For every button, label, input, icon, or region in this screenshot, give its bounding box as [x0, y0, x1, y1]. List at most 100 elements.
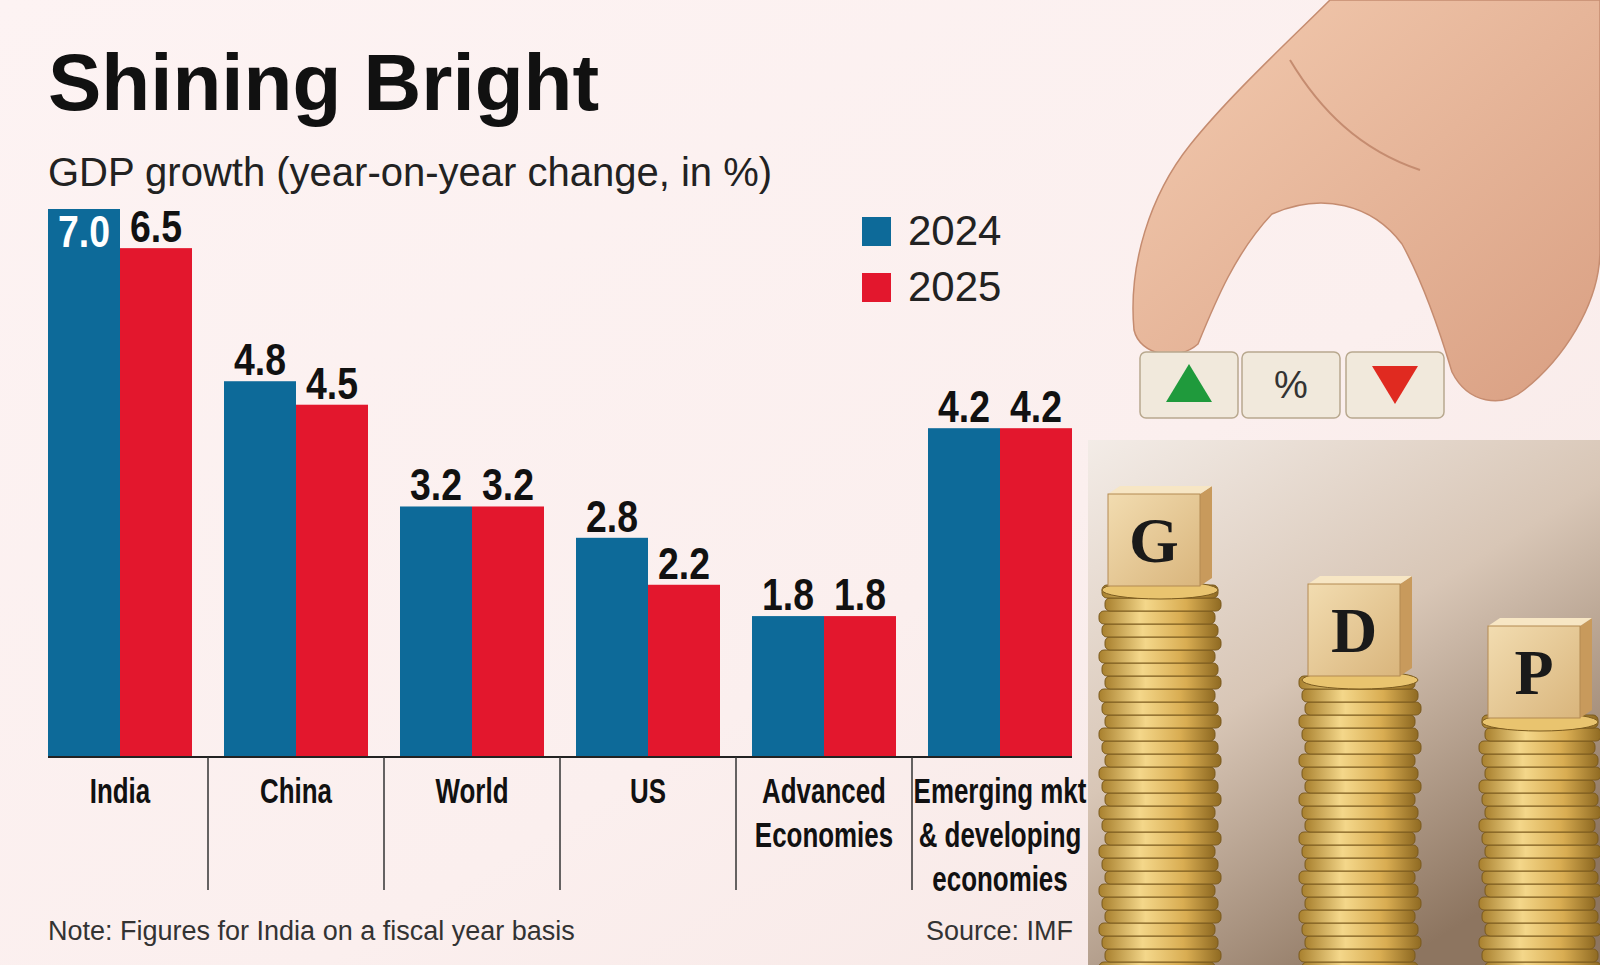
coin — [1302, 689, 1418, 702]
category-label-line: & developing — [919, 815, 1082, 855]
legend-swatch — [862, 217, 891, 246]
coin — [1105, 637, 1221, 650]
coin — [1305, 819, 1421, 832]
block-top — [1488, 618, 1592, 626]
coin — [1099, 650, 1215, 663]
coin — [1482, 949, 1598, 962]
bar — [224, 381, 296, 757]
dice-cube — [1140, 352, 1238, 418]
hand-crease — [1290, 60, 1420, 170]
letter-block — [1108, 494, 1200, 586]
block-top — [1308, 576, 1412, 584]
legend-label: 2024 — [908, 207, 1001, 254]
category-label: US — [630, 771, 666, 811]
coin — [1485, 884, 1600, 897]
category-separator — [911, 757, 913, 890]
coin — [1105, 676, 1221, 689]
coin — [1299, 910, 1415, 923]
bar — [120, 248, 192, 757]
coin — [1299, 871, 1415, 884]
coin — [1485, 845, 1600, 858]
coin — [1099, 845, 1215, 858]
category-label-line: World — [436, 771, 509, 811]
coin — [1102, 819, 1218, 832]
coin — [1102, 702, 1218, 715]
coin — [1102, 624, 1218, 637]
coin — [1479, 936, 1595, 949]
coin — [1482, 754, 1598, 767]
coin — [1102, 858, 1218, 871]
dice-cube: % — [1242, 352, 1340, 418]
data-label: 2.8 — [586, 492, 638, 542]
coin — [1099, 689, 1215, 702]
coin — [1479, 897, 1595, 910]
coin — [1302, 923, 1418, 936]
coin-stack: G — [1099, 486, 1221, 965]
coin — [1485, 767, 1600, 780]
coin — [1305, 780, 1421, 793]
legend-swatch — [862, 273, 891, 302]
coin — [1302, 884, 1418, 897]
category-label: India — [90, 771, 151, 811]
coin — [1479, 858, 1595, 871]
data-label: 6.5 — [130, 202, 182, 252]
coin — [1099, 767, 1215, 780]
coin — [1102, 936, 1218, 949]
bar — [296, 405, 368, 757]
coin — [1302, 806, 1418, 819]
category-label-line: Economies — [755, 815, 893, 855]
coin — [1099, 728, 1215, 741]
data-label: 4.2 — [1010, 382, 1062, 432]
block-letter: G — [1129, 505, 1179, 576]
coin — [1105, 832, 1221, 845]
coin-stack: D — [1299, 576, 1421, 965]
coin — [1102, 663, 1218, 676]
category-label-line: India — [90, 771, 151, 811]
down-arrow — [1372, 366, 1418, 404]
bars — [48, 209, 1072, 757]
coin — [1099, 611, 1215, 624]
cube-face — [1346, 352, 1444, 418]
category-separator — [383, 757, 385, 890]
coin — [1105, 715, 1221, 728]
category-separator — [207, 757, 209, 890]
block-side — [1400, 576, 1412, 676]
coin — [1105, 598, 1221, 611]
coin — [1482, 910, 1598, 923]
data-label: 7.0 — [58, 207, 110, 257]
legend: 2024 2025 — [862, 207, 1001, 310]
coin — [1099, 806, 1215, 819]
category-label-line: Emerging mkt — [914, 771, 1087, 811]
category-label-line: China — [260, 771, 332, 811]
data-label: 1.8 — [762, 570, 814, 620]
coin — [1105, 871, 1221, 884]
coin — [1299, 715, 1415, 728]
coin — [1302, 767, 1418, 780]
category-label: World — [436, 771, 509, 811]
cube-face — [1140, 352, 1238, 418]
coin — [1482, 871, 1598, 884]
legend-label: 2025 — [908, 263, 1001, 310]
coin — [1299, 832, 1415, 845]
data-label: 4.5 — [306, 359, 358, 409]
bar — [824, 616, 896, 757]
category-label: AdvancedEconomies — [755, 771, 893, 855]
category-label-line: Advanced — [762, 771, 886, 811]
block-top — [1108, 486, 1212, 494]
block-side — [1200, 486, 1212, 586]
source: Source: IMF — [926, 916, 1073, 946]
coin — [1299, 949, 1415, 962]
bar — [48, 209, 120, 757]
data-label: 4.8 — [234, 335, 286, 385]
letter-block — [1488, 626, 1580, 718]
bar — [928, 428, 1000, 757]
category-separator — [735, 757, 737, 890]
coin — [1302, 728, 1418, 741]
coin — [1485, 923, 1600, 936]
data-label: 3.2 — [482, 461, 534, 511]
coin — [1105, 910, 1221, 923]
data-label: 4.2 — [938, 382, 990, 432]
coin — [1305, 741, 1421, 754]
coin — [1479, 741, 1595, 754]
category-label: Emerging mkt& developingeconomies — [914, 771, 1087, 899]
